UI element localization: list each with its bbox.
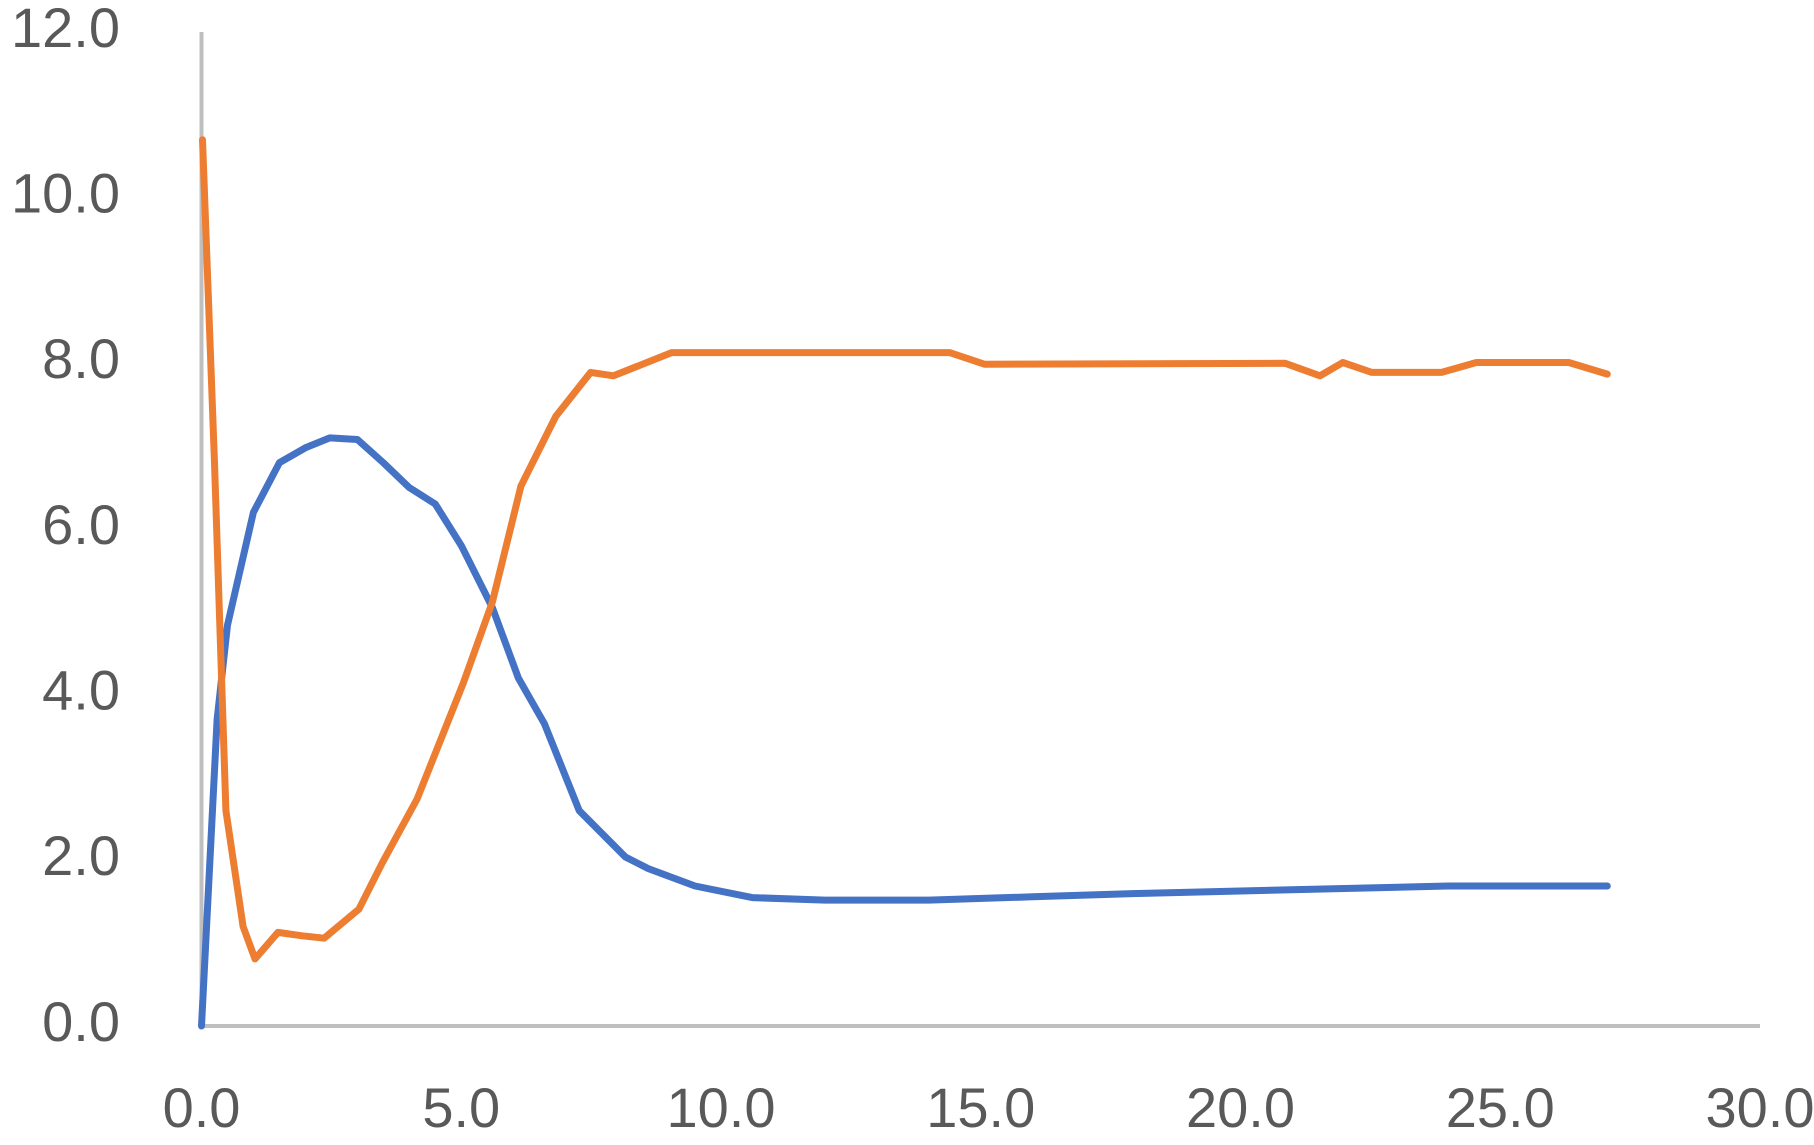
x-tick-label: 5.0	[422, 1076, 500, 1139]
y-tick-label: 12.0	[11, 0, 120, 59]
y-tick-label: 8.0	[42, 327, 120, 390]
series-line	[198, 434, 1611, 1030]
y-tick-label: 2.0	[42, 824, 120, 887]
y-tick-label: 10.0	[11, 161, 120, 224]
x-tick-label: 10.0	[667, 1076, 776, 1139]
series-line	[199, 136, 1611, 963]
x-tick-label: 15.0	[926, 1076, 1035, 1139]
y-tick-label: 4.0	[42, 658, 120, 721]
x-tick-label: 20.0	[1186, 1076, 1295, 1139]
y-tick-label: 0.0	[42, 990, 120, 1053]
x-tick-label: 30.0	[1706, 1076, 1814, 1139]
x-tick-label: 25.0	[1446, 1076, 1555, 1139]
x-tick-label: 0.0	[163, 1076, 241, 1139]
y-tick-label: 6.0	[42, 493, 120, 556]
